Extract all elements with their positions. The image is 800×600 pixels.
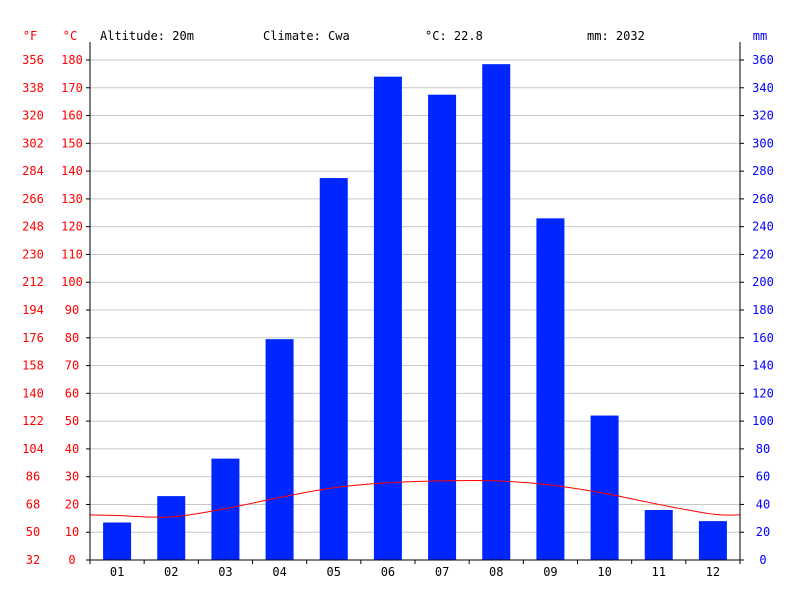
celsius-tick-label: 70 [65,359,79,373]
precipitation-bar [536,218,565,561]
precipitation-tick-label: 320 [752,109,774,123]
celsius-tick-label: 180 [61,53,83,67]
celsius-tick-label: 60 [65,386,79,400]
precipitation-bar [103,522,132,560]
altitude-label: Altitude: 20m [100,29,194,43]
precipitation-bar [319,178,348,561]
precipitation-bar [482,64,511,561]
fahrenheit-tick-label: 338 [22,81,44,95]
celsius-tick-label: 160 [61,109,83,123]
month-label: 12 [706,565,720,579]
fahrenheit-tick-label: 212 [22,275,44,289]
fahrenheit-tick-label: 140 [22,386,44,400]
fahrenheit-tick-label: 302 [22,136,44,150]
celsius-tick-label: 50 [65,414,79,428]
precipitation-tick-label: 260 [752,192,774,206]
precipitation-tick-label: 0 [759,553,766,567]
fahrenheit-tick-label: 176 [22,331,44,345]
celsius-tick-label: 0 [68,553,75,567]
month-label: 02 [164,565,178,579]
gridlines [90,59,740,533]
month-label: 09 [543,565,557,579]
celsius-tick-label: 110 [61,247,83,261]
precipitation-tick-label: 120 [752,386,774,400]
celsius-unit-label: °C [63,29,77,43]
fahrenheit-tick-label: 50 [26,525,40,539]
precipitation-bar [698,521,727,560]
precipitation-bar [644,510,673,560]
precipitation-bars [103,64,727,561]
celsius-tick-label: 170 [61,81,83,95]
fahrenheit-tick-label: 248 [22,220,44,234]
month-label: 04 [272,565,286,579]
precipitation-tick-label: 360 [752,53,774,67]
precipitation-bar [265,339,294,560]
celsius-tick-label: 30 [65,470,79,484]
precipitation-bar [590,415,619,560]
precipitation-tick-label: 300 [752,136,774,150]
fahrenheit-tick-label: 284 [22,164,44,178]
precipitation-tick-label: 20 [756,525,770,539]
precipitation-tick-label: 180 [752,303,774,317]
precipitation-tick-label: 80 [756,442,770,456]
climate-label: Climate: Cwa [263,29,350,43]
precipitation-tick-label: 240 [752,220,774,234]
precipitation-tick-label: 340 [752,81,774,95]
precipitation-bar [157,496,186,560]
fahrenheit-unit-label: °F [23,29,37,43]
celsius-tick-label: 80 [65,331,79,345]
celsius-tick-label: 120 [61,220,83,234]
fahrenheit-tick-label: 122 [22,414,44,428]
x-axis-month-ticks: 01 02 03 04 05 06 07 08 09 10 11 12 [89,560,741,579]
celsius-tick-label: 100 [61,275,83,289]
precipitation-tick-label: 220 [752,247,774,261]
fahrenheit-tick-label: 104 [22,442,44,456]
celsius-tick-label: 20 [65,497,79,511]
fahrenheit-tick-label: 158 [22,359,44,373]
average-temperature-label: °C: 22.8 [425,29,483,43]
precipitation-unit-label: mm [753,29,767,43]
fahrenheit-tick-label: 32 [26,553,40,567]
month-label: 08 [489,565,503,579]
month-label: 10 [597,565,611,579]
precipitation-bar [428,94,457,560]
fahrenheit-tick-label: 320 [22,109,44,123]
precipitation-bar [373,76,402,561]
fahrenheit-tick-label: 194 [22,303,44,317]
celsius-tick-label: 40 [65,442,79,456]
precipitation-tick-label: 40 [756,497,770,511]
y-axis-fahrenheit-ticks: 32 50 68 86 104 122 140 158 176 194 212 230 248 266 28… [22,53,44,567]
temperature-line [89,479,741,518]
precipitation-tick-label: 100 [752,414,774,428]
temperature-series-line [89,479,741,518]
month-label: 05 [327,565,341,579]
celsius-tick-label: 150 [61,136,83,150]
y-axis-precipitation-ticks: 0 20 40 60 80 100 120 140 160 180 200 220 240 260 280 3… [740,53,774,567]
precipitation-bar [211,458,240,560]
celsius-tick-label: 130 [61,192,83,206]
fahrenheit-tick-label: 68 [26,497,40,511]
month-label: 11 [652,565,666,579]
precipitation-tick-label: 200 [752,275,774,289]
precipitation-tick-label: 160 [752,331,774,345]
month-label: 06 [381,565,395,579]
fahrenheit-tick-label: 230 [22,247,44,261]
precipitation-tick-label: 280 [752,164,774,178]
precipitation-tick-label: 140 [752,359,774,373]
total-precipitation-label: mm: 2032 [587,29,645,43]
month-label: 07 [435,565,449,579]
month-label: 03 [218,565,232,579]
fahrenheit-tick-label: 266 [22,192,44,206]
y-axis-celsius-ticks: 0 10 20 30 40 50 60 70 80 90 100 110 120 130 140 150 160… [61,53,90,567]
axes [89,42,741,563]
celsius-tick-label: 140 [61,164,83,178]
fahrenheit-tick-label: 86 [26,470,40,484]
month-label: 01 [110,565,124,579]
precipitation-tick-label: 60 [756,470,770,484]
fahrenheit-tick-label: 356 [22,53,44,67]
celsius-tick-label: 90 [65,303,79,317]
celsius-tick-label: 10 [65,525,79,539]
